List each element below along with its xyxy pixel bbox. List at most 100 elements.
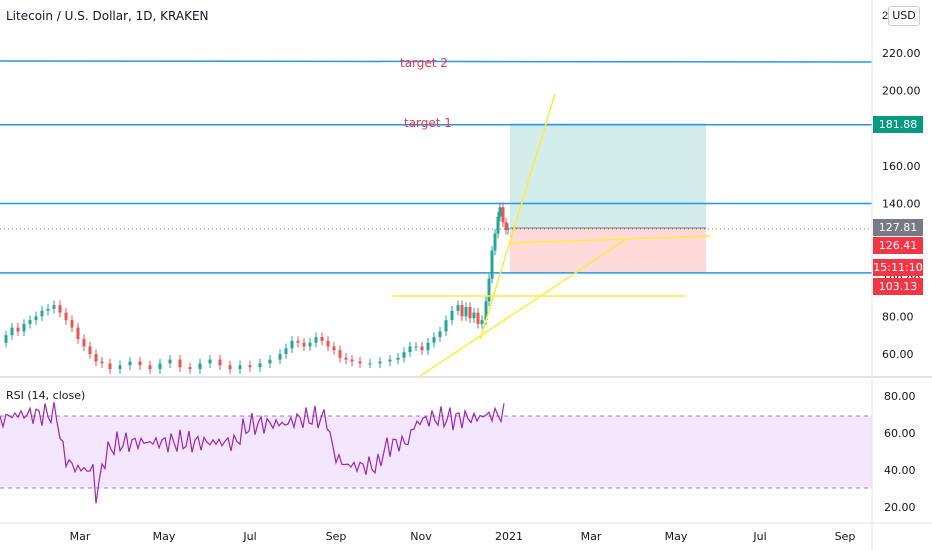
- candle-body: [70, 320, 74, 328]
- candle-body: [64, 312, 68, 321]
- candle-body: [378, 361, 382, 364]
- candle-body: [16, 327, 20, 332]
- candle-body: [22, 323, 26, 332]
- candle-body: [388, 359, 392, 362]
- candle-body: [198, 363, 202, 370]
- candle-body: [496, 216, 500, 234]
- candle-body: [76, 327, 80, 339]
- candle-body: [414, 346, 418, 348]
- price-axis-ticks: 60.0080.00100.00120.00140.00160.00180.00…: [882, 47, 921, 361]
- symbol-title[interactable]: Litecoin / U.S. Dollar, 1D, KRAKEN: [6, 9, 209, 23]
- candle-body: [148, 365, 152, 370]
- candle-body: [344, 357, 348, 360]
- candle-body: [420, 346, 424, 351]
- time-tick-label: Mar: [70, 530, 91, 543]
- time-tick-label: May: [153, 530, 176, 543]
- target-2-label: target 2: [400, 56, 448, 70]
- candle-body: [238, 365, 242, 370]
- candle-body: [338, 350, 342, 358]
- candle-body: [460, 305, 464, 317]
- profit-zone: [510, 123, 706, 228]
- rsi-tick-label: 80.00: [884, 390, 916, 403]
- candle-body: [52, 305, 56, 309]
- candle-body: [278, 354, 282, 360]
- candle-body: [408, 346, 412, 353]
- candle-body: [396, 357, 400, 360]
- candle-body: [40, 310, 44, 317]
- level-line: [0, 60, 873, 63]
- candle-body: [468, 306, 472, 319]
- candle-body: [138, 361, 142, 366]
- currency-button[interactable]: USD: [888, 6, 920, 26]
- rsi-indicator-title[interactable]: RSI (14, close): [6, 389, 86, 402]
- candle-body: [476, 312, 480, 324]
- candle-body: [10, 327, 14, 336]
- candle-body: [438, 331, 442, 338]
- time-tick-label: Nov: [410, 530, 432, 543]
- candle-body: [258, 363, 262, 368]
- price-tick-label: 200.00: [882, 85, 921, 98]
- candle-body: [456, 305, 460, 311]
- price-tick-label: 160.00: [882, 160, 921, 173]
- candle-body: [100, 361, 104, 364]
- candle-body: [284, 348, 288, 354]
- price-tick-label: 80.00: [882, 310, 914, 323]
- candle-body: [58, 305, 62, 313]
- price-tick-label: 220.00: [882, 47, 921, 60]
- candle-body: [34, 316, 38, 321]
- candle-body: [358, 361, 362, 364]
- candle-body: [178, 359, 182, 368]
- candle-body: [314, 337, 318, 343]
- time-tick-label: Jul: [242, 530, 256, 543]
- candle-body: [94, 354, 98, 362]
- price-tick-label: 60.00: [882, 348, 914, 361]
- time-tick-label: Jul: [752, 530, 766, 543]
- price-tag-last: 127.81: [873, 219, 923, 236]
- candle-body: [128, 361, 132, 366]
- trendline-steep: [479, 93, 556, 341]
- candle-body: [493, 233, 497, 251]
- candle-body: [248, 365, 252, 368]
- price-tag-entry: 126.41: [873, 237, 923, 254]
- candle-body: [28, 320, 32, 324]
- candle-body: [432, 337, 436, 343]
- candle-body: [326, 340, 330, 347]
- trendline-flat: [509, 235, 711, 244]
- rsi-tick-label: 20.00: [884, 501, 916, 514]
- candle-body: [82, 338, 86, 347]
- time-tick-label: May: [665, 530, 688, 543]
- candle-body: [490, 250, 494, 279]
- trendline-long: [419, 239, 626, 377]
- candle-body: [320, 337, 324, 341]
- candle-body: [158, 363, 162, 370]
- time-tick-label: Sep: [326, 530, 347, 543]
- candle-body: [188, 367, 192, 370]
- candle-body: [108, 363, 112, 370]
- rsi-axis-ticks: 20.00 40.00 60.00 80.00: [884, 390, 916, 514]
- candle-body: [332, 346, 336, 351]
- candle-body: [350, 359, 354, 362]
- rsi-line: [0, 402, 505, 504]
- candle-body: [268, 359, 272, 364]
- countdown-timer-tag: 15:11:10: [873, 259, 923, 276]
- candle-body: [498, 207, 502, 217]
- candle-body: [426, 342, 430, 351]
- target-1-label: target 1: [404, 116, 452, 130]
- candle-body: [308, 342, 312, 347]
- candle-body: [208, 359, 212, 364]
- price-tag-target: 181.88: [873, 116, 923, 133]
- candle-body: [290, 340, 294, 349]
- candle-body: [464, 306, 468, 317]
- candle-body: [118, 365, 122, 370]
- candle-body: [444, 320, 448, 332]
- trendlines: [392, 93, 711, 377]
- candle-body: [228, 365, 232, 370]
- candle-body: [504, 222, 508, 230]
- candle-body: [402, 352, 406, 358]
- rsi-band: [0, 416, 872, 488]
- price-axis-cut-label: 2: [882, 10, 889, 22]
- time-tick-label: Sep: [835, 530, 856, 543]
- candle-body: [472, 312, 476, 319]
- candle-body: [302, 342, 306, 347]
